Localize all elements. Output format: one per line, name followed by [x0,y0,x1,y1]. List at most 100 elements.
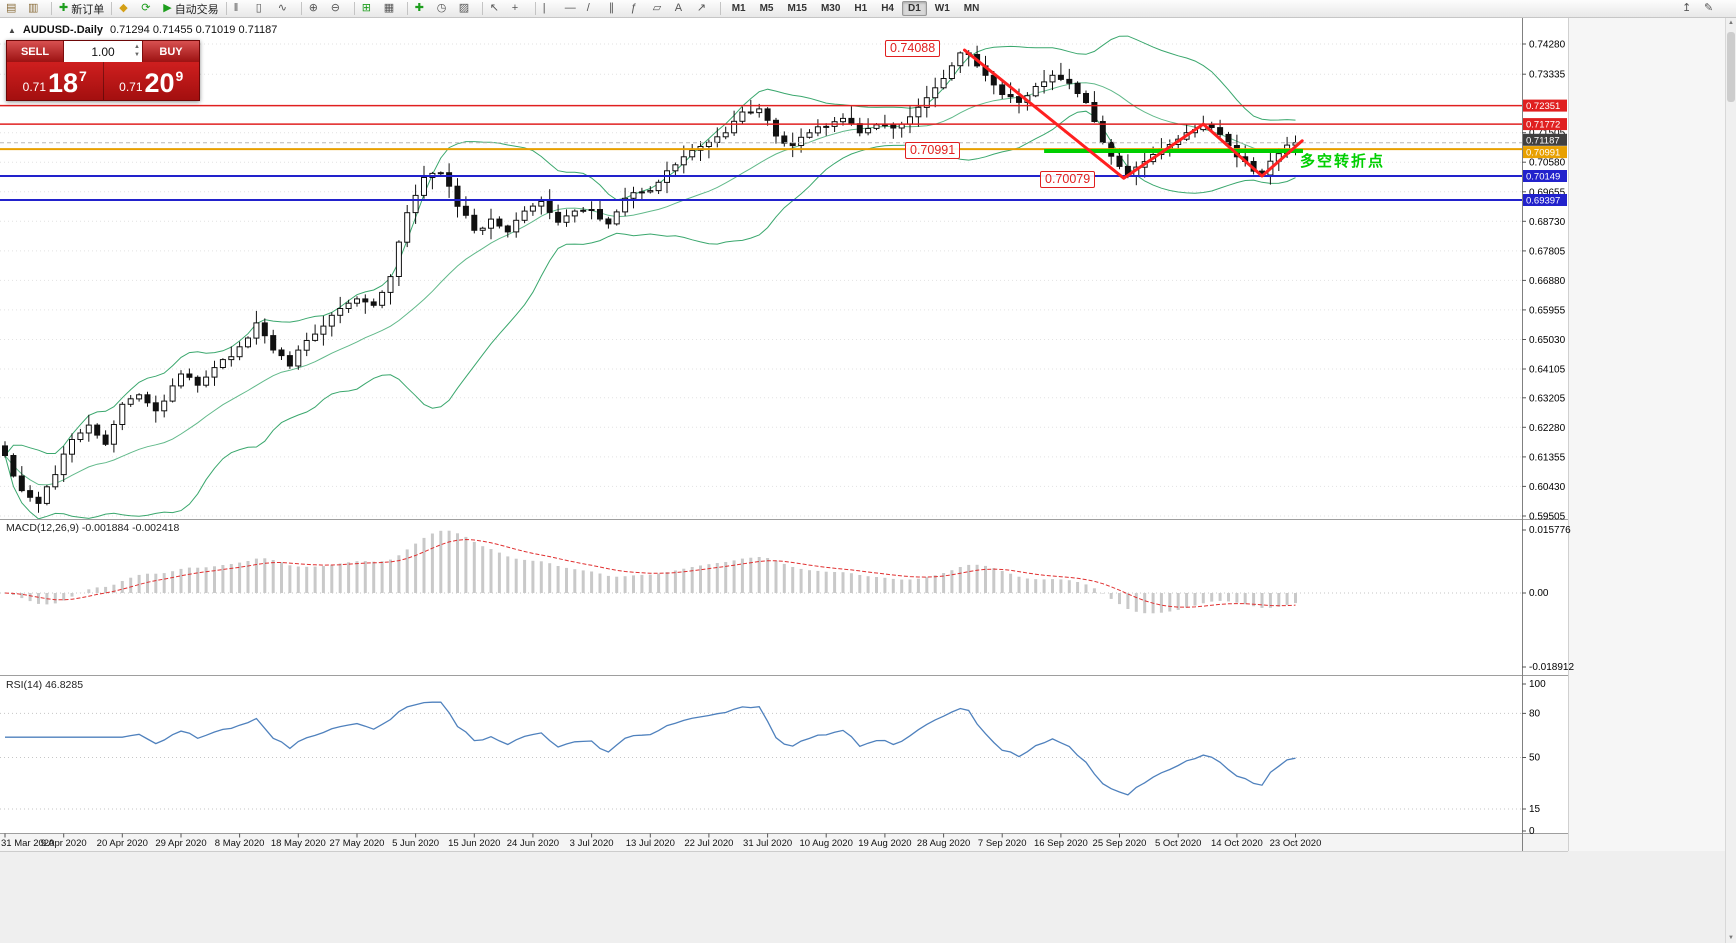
arrow-tool-button[interactable]: ↗ [694,0,716,18]
timeframe-mn[interactable]: MN [963,3,980,14]
toolbar-separator [225,2,227,15]
chart-ohlc-values: 0.71294 0.71455 0.71019 0.71187 [110,24,278,36]
price-tag-0.70991 [1523,146,1567,159]
shapes-tool-button[interactable]: ▱ [650,0,672,18]
trough-price-flag[interactable]: 0.70079 [1040,171,1096,188]
sell-price-big: 18 [48,68,79,98]
metaeditor-button[interactable]: ◆ [116,0,138,18]
timeframe-h1[interactable]: H1 [854,3,868,14]
tile-windows-button[interactable]: ▦ [381,0,403,18]
vertical-scrollbar[interactable]: ▲ ▼ [1725,18,1736,943]
price-chart[interactable]: 0.74280 0.73335 0.71505 0.70580 0.69655 0.687… [0,18,1736,943]
svg-text:0.65030: 0.65030 [1529,335,1566,346]
indicators-button[interactable]: ⊞ [359,0,381,18]
svg-text:14 Oct 2020: 14 Oct 2020 [1211,838,1263,849]
new-chart-button[interactable]: ▤ [3,0,25,18]
buy-price-big: 20 [144,68,175,98]
svg-text:10 Aug 2020: 10 Aug 2020 [800,838,853,849]
new-chart-dropdown-button[interactable]: ✚ [412,0,434,18]
svg-text:27 May 2020: 27 May 2020 [330,838,385,849]
support-price-flag[interactable]: 0.70991 [905,142,961,159]
svg-text:19 Aug 2020: 19 Aug 2020 [858,838,911,849]
toolbar-separator [51,2,52,15]
buy-price[interactable]: 0.71 20 9 [104,62,200,100]
price-tag-0.72351 [1523,99,1567,112]
peak-price-flag[interactable]: 0.74088 [885,40,941,57]
refresh-button[interactable]: ⟳ [138,0,160,18]
autotrading-button[interactable]: ▶ 自动交易 [160,0,221,18]
candlestick-chart-button[interactable]: ▯ [253,0,275,18]
svg-text:8 May 2020: 8 May 2020 [215,838,265,849]
scroll-up-icon[interactable]: ▲ [1728,20,1734,26]
buy-button[interactable]: BUY [142,41,199,62]
svg-text:0.71187: 0.71187 [1526,135,1560,146]
toolbar-expand-button-glyph: ↥ [1682,2,1692,14]
svg-text:0.00: 0.00 [1529,588,1549,599]
svg-text:0.67805: 0.67805 [1529,246,1566,257]
text-tool-button[interactable]: A [672,0,694,18]
scroll-down-icon[interactable]: ▼ [1728,935,1734,941]
toolbar-expand-button[interactable]: ↥ [1679,0,1701,18]
zoom-in-button[interactable]: ⊕ [306,0,328,18]
spinner-down-icon[interactable]: ▼ [134,52,140,58]
volume-input[interactable]: 1.00 ▲ ▼ [64,41,142,62]
crosshair-tool-button[interactable]: + [509,0,531,18]
channel-tool-button-glyph: ∥ [608,2,615,14]
volume-spinner[interactable]: ▲ ▼ [134,43,140,59]
svg-text:0.70991: 0.70991 [1526,148,1560,159]
spinner-up-icon[interactable]: ▲ [134,44,140,50]
timeframe-m15[interactable]: M15 [787,3,807,14]
profiles-button-glyph: ▥ [28,2,39,14]
toolbar-separator [534,2,536,15]
timeframe-m5[interactable]: M5 [759,3,774,14]
bar-chart-button[interactable]: ‖ [231,0,253,18]
template-button[interactable]: ▨ [456,0,478,18]
timeframe-m30[interactable]: M30 [820,3,841,14]
timeframe-w1[interactable]: W1 [934,3,950,14]
sell-button[interactable]: SELL [7,41,64,62]
svg-text:0.61355: 0.61355 [1529,452,1566,463]
toolbar-left: ▤ ▥ ✚ 新订单 ◆ ⟳ ▶ 自动交易 ‖ ▯ ∿ ⊕ ⊖ ⊞ ▦ ✚ ◷ ▨ ↖ + | — / ∥ ƒ ▱ A ↗ [3,0,716,18]
svg-text:0.74280: 0.74280 [1529,40,1566,51]
tile-windows-button-glyph: ▦ [383,2,395,14]
svg-text:9 Apr 2020: 9 Apr 2020 [41,838,87,849]
svg-text:0.71505: 0.71505 [1529,128,1566,139]
buy-price-sup: 9 [175,68,184,84]
rsi-line [5,701,1296,796]
period-dropdown-button[interactable]: ◷ [434,0,456,18]
period-dropdown-button-glyph: ◷ [436,2,447,14]
trend-zigzag-line[interactable] [963,48,1304,180]
svg-text:0.59505: 0.59505 [1529,512,1566,523]
toolbar-customize-button[interactable]: ✎ [1701,0,1723,18]
new-order-button[interactable]: ✚ 新订单 [56,0,107,18]
channel-tool-button[interactable]: ∥ [606,0,628,18]
timeframe-d1[interactable]: D1 [902,1,927,16]
line-chart-button[interactable]: ∿ [275,0,297,18]
oneclick-collapse-icon[interactable]: ▲ [8,25,16,35]
vertical-line-tool-button[interactable]: | [540,0,562,18]
sell-price[interactable]: 0.71 18 7 [7,62,104,100]
svg-text:5 Jun 2020: 5 Jun 2020 [392,838,439,849]
fibonacci-tool-button[interactable]: ƒ [628,0,650,18]
timeframe-bar: M1 M5 M15 M30 H1 H4 D1 W1 MN [725,1,987,16]
toolbar-separator [353,2,355,15]
toolbar-separator [406,2,408,15]
new-order-button-glyph: ✚ [59,2,69,14]
text-tool-button-glyph: A [674,2,683,14]
trendline-tool-button[interactable]: / [584,0,606,18]
toolbar-customize-button-glyph: ✎ [1704,2,1714,14]
scrollbar-thumb[interactable] [1727,32,1735,102]
timeframe-h4[interactable]: H4 [881,3,894,14]
horizontal-line-tool-button[interactable]: — [562,0,584,18]
bar-chart-button-glyph: ‖ [233,2,239,14]
timeframe-m1[interactable]: M1 [731,3,746,14]
zoom-out-button[interactable]: ⊖ [328,0,350,18]
profiles-button[interactable]: ▥ [25,0,47,18]
toolbar-separator [300,2,302,15]
crosshair-tool-button-glyph: + [511,2,519,14]
svg-text:0.62280: 0.62280 [1529,423,1566,434]
turning-point-note: 多空转折点 [1300,153,1386,170]
svg-text:22 Jul 2020: 22 Jul 2020 [684,838,733,849]
cursor-tool-button[interactable]: ↖ [487,0,509,18]
